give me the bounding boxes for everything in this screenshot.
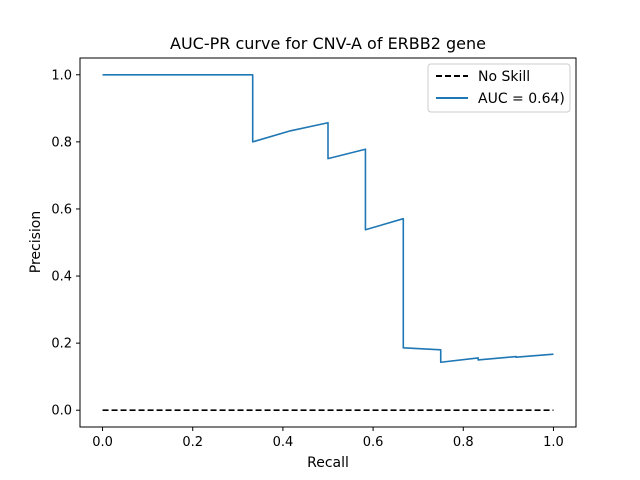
y-axis-label: Precision: [28, 211, 44, 273]
plot-frame: [79, 57, 577, 428]
x-tick-label: 1.0: [543, 435, 564, 450]
legend-label-auc: AUC = 0.64): [478, 91, 565, 107]
x-tick-label: 0.0: [92, 435, 113, 450]
y-tick-label: 0.0: [51, 404, 72, 419]
series-layer: [102, 73, 554, 412]
legend-label-no-skill: No Skill: [478, 69, 530, 85]
y-axis-ticks: 0.0 0.2 0.4 0.6 0.8 1.0: [51, 68, 80, 419]
y-tick-label: 0.2: [51, 337, 72, 352]
y-tick-label: 1.0: [51, 68, 72, 83]
x-tick-label: 0.6: [363, 435, 384, 450]
legend: No Skill AUC = 0.64): [427, 63, 571, 113]
chart-title: AUC-PR curve for CNV-A of ERBB2 gene: [170, 34, 486, 53]
y-tick-label: 0.6: [51, 202, 72, 217]
x-axis-ticks: 0.0 0.2 0.4 0.6 0.8 1.0: [92, 427, 564, 450]
y-tick-label: 0.8: [51, 135, 72, 150]
x-tick-label: 0.2: [182, 435, 203, 450]
x-tick-label: 0.4: [273, 435, 294, 450]
y-tick-label: 0.4: [51, 270, 72, 285]
series-line-1: [102, 73, 554, 364]
x-axis-label: Recall: [307, 455, 349, 471]
x-tick-label: 0.8: [453, 435, 474, 450]
